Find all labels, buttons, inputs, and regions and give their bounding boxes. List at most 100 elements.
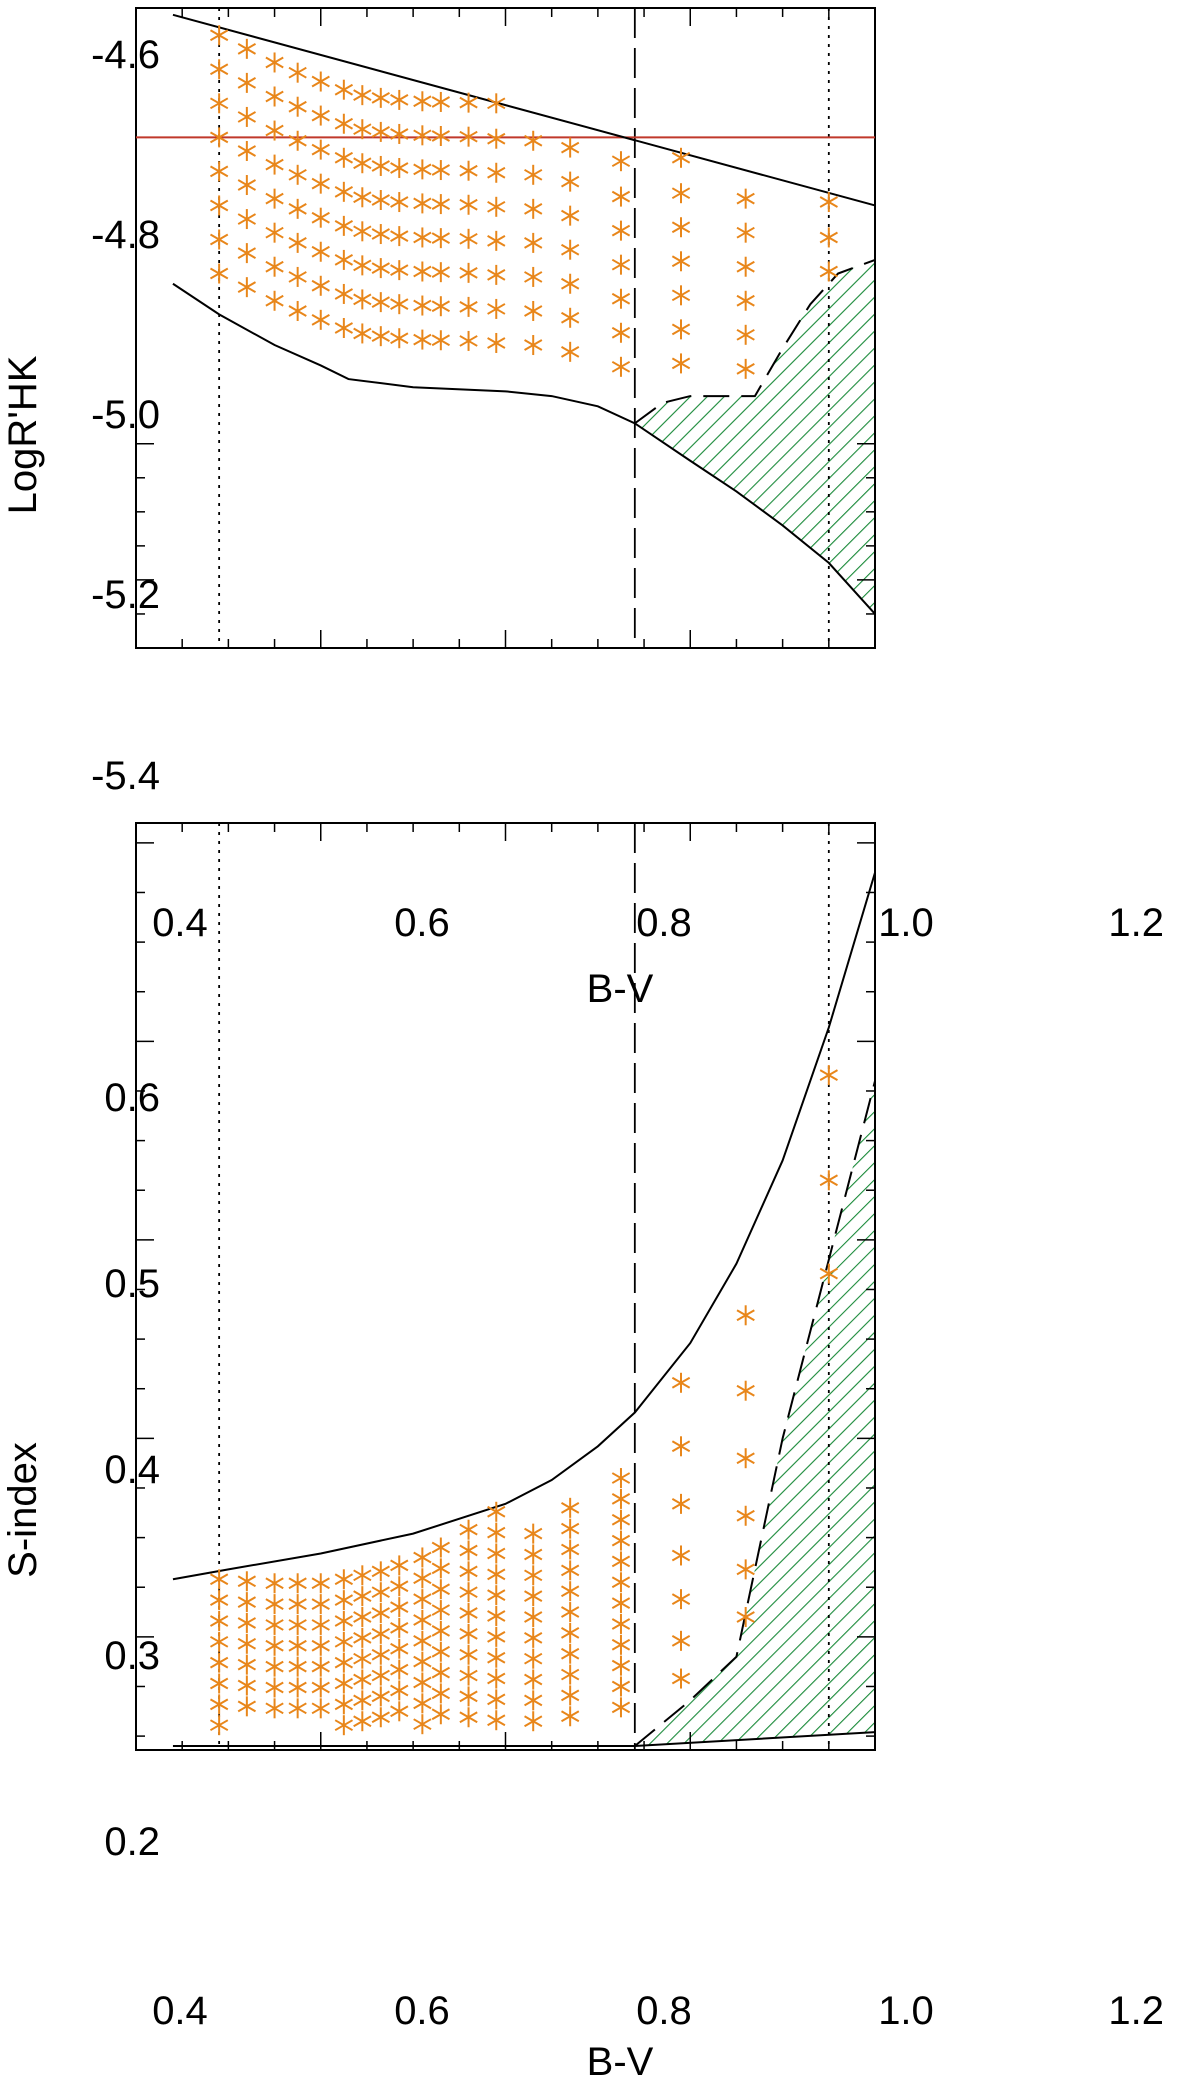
sindex-ylabel: S-index (1, 1442, 45, 1578)
logrhk-hatch-boundary (634, 258, 876, 425)
logrhk-data-point (311, 173, 330, 194)
sindex-data-point (371, 1644, 390, 1665)
sindex-data-point (524, 1690, 543, 1711)
logrhk-data-point (209, 195, 229, 216)
logrhk-data-point (487, 298, 506, 319)
sindex-data-point (524, 1627, 543, 1648)
sindex-data-point (611, 1488, 631, 1509)
sindex-data-point (487, 1668, 506, 1689)
sindex-data-point (413, 1714, 432, 1735)
logrhk-data-point (431, 330, 450, 351)
logrhk-chart: B-V LogR'HK 0.4 0.6 0.8 1.0 1.2 -4.6 -4.… (1, 7, 1164, 1011)
sindex-data-point (265, 1614, 284, 1635)
sindex-xlabel: B-V (587, 2040, 654, 2084)
logrhk-data-point (390, 192, 409, 213)
logrhk-data-point (524, 164, 543, 185)
logrhk-data-point (288, 96, 307, 117)
sindex-data-point (265, 1594, 284, 1615)
logrhk-data-point (353, 187, 372, 208)
logrhk-data-point (371, 155, 390, 176)
logrhk-data-point (353, 255, 372, 276)
logrhk-xtick-label: 0.6 (394, 901, 450, 945)
sindex-data-point (371, 1561, 390, 1582)
sindex-data-point (288, 1677, 307, 1698)
sindex-data-point (371, 1603, 390, 1624)
logrhk-hatched-region (634, 259, 875, 614)
sindex-data-point (334, 1694, 354, 1715)
logrhk-data-point (353, 323, 372, 344)
sindex-data-point (524, 1648, 543, 1669)
sindex-data-point (353, 1711, 372, 1732)
sindex-data-point (611, 1634, 631, 1655)
sindex-data-point (561, 1497, 580, 1518)
logrhk-data-point (311, 241, 330, 262)
sindex-data-point (288, 1573, 307, 1594)
logrhk-data-point (413, 227, 432, 248)
sindex-ytick-label: 0.2 (104, 1820, 160, 1864)
logrhk-data-point (288, 198, 307, 219)
logrhk-data-point (265, 290, 284, 311)
sindex-data-point (524, 1586, 543, 1607)
sindex-xtick-label: 0.8 (636, 1989, 692, 2033)
logrhk-data-point (209, 229, 229, 250)
logrhk-data-point (611, 220, 631, 241)
logrhk-data-point (431, 296, 450, 317)
sindex-data-point (237, 1612, 257, 1633)
logrhk-data-point (611, 186, 631, 207)
sindex-data-point (671, 1589, 691, 1610)
sindex-data-point (353, 1648, 372, 1669)
logrhk-data-point (736, 324, 755, 345)
sindex-data-point (524, 1544, 543, 1565)
sindex-ytick-label: 0.5 (104, 1262, 160, 1306)
sindex-data-point (413, 1547, 432, 1568)
sindex-data-point (413, 1693, 432, 1714)
sindex-data-point (413, 1672, 432, 1693)
sindex-data-point (390, 1597, 409, 1618)
logrhk-data-point (288, 62, 307, 83)
logrhk-data-point (265, 52, 284, 73)
sindex-data-point (524, 1711, 543, 1732)
sindex-data-point (459, 1519, 478, 1540)
logrhk-data-point (459, 160, 478, 181)
sindex-data-point (390, 1659, 409, 1680)
sindex-data-point (334, 1610, 354, 1631)
sindex-data-point (311, 1594, 330, 1615)
logrhk-data-point (390, 328, 409, 349)
sindex-data-point (265, 1677, 284, 1698)
sindex-data-point (431, 1600, 450, 1621)
sindex-data-point (611, 1551, 631, 1572)
sindex-data-point (390, 1638, 409, 1659)
sindex-data-point (736, 1305, 755, 1326)
logrhk-data-point (487, 332, 506, 353)
sindex-data-point (524, 1607, 543, 1628)
sindex-data-point (736, 1607, 755, 1628)
sindex-data-point (353, 1607, 372, 1628)
sindex-lower-line (172, 1731, 876, 1748)
logrhk-data-point (353, 221, 372, 242)
sindex-data-point (819, 1263, 838, 1284)
logrhk-data-point (487, 230, 506, 251)
logrhk-data-point (671, 353, 691, 374)
sindex-data-point (237, 1633, 257, 1654)
sindex-data-point (561, 1706, 580, 1727)
logrhk-data-point (311, 309, 330, 330)
sindex-data-point (671, 1372, 691, 1393)
sindex-data-point (561, 1643, 580, 1664)
logrhk-data-point (334, 113, 354, 134)
sindex-data-point (390, 1555, 409, 1576)
logrhk-data-point (819, 261, 838, 282)
logrhk-data-point (334, 283, 354, 304)
logrhk-xtick-label: 1.0 (878, 901, 934, 945)
logrhk-data-point (561, 341, 580, 362)
logrhk-data-point (524, 232, 543, 253)
sindex-data-point (431, 1620, 450, 1641)
sindex-data-point (487, 1647, 506, 1668)
sindex-data-point (487, 1606, 506, 1627)
logrhk-data-point (431, 228, 450, 249)
sindex-data-point (237, 1654, 257, 1675)
logrhk-data-point (237, 72, 257, 93)
sindex-data-point (459, 1623, 478, 1644)
sindex-data-point (431, 1662, 450, 1683)
sindex-data-point (671, 1436, 691, 1457)
